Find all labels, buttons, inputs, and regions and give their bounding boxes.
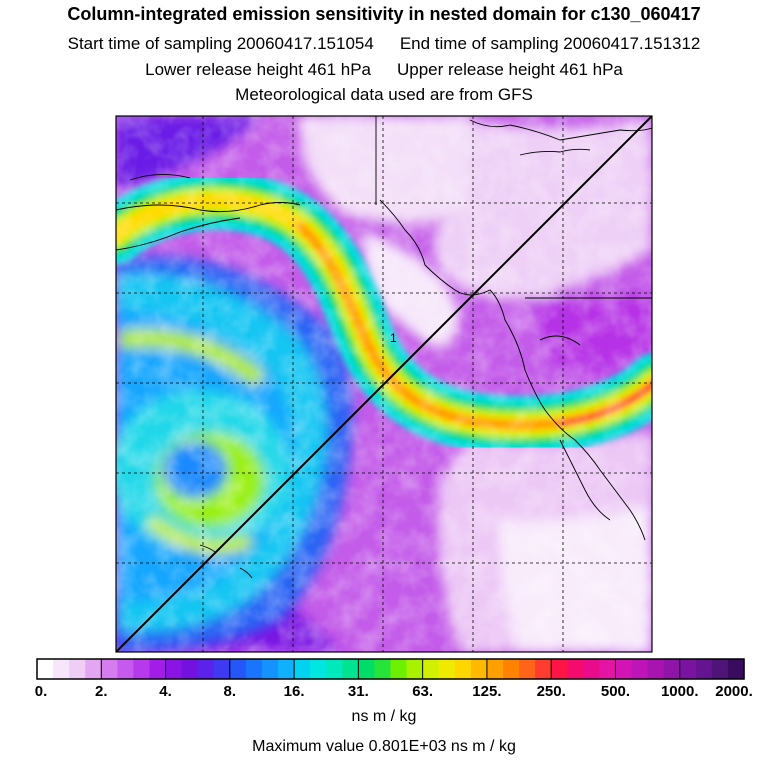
colorbar-tick-label: 0. bbox=[34, 683, 48, 700]
track-marker-label: 1 bbox=[390, 331, 397, 345]
sampling-time-line: Start time of sampling 20060417.151054 En… bbox=[0, 34, 768, 54]
colorbar-tick-label: 500. bbox=[600, 683, 631, 700]
lat-lon-grid bbox=[116, 116, 652, 652]
colorbar-units: ns m / kg bbox=[351, 708, 417, 725]
end-time-label: End time of sampling 20060417.151312 bbox=[399, 34, 701, 53]
political-borders bbox=[375, 116, 652, 346]
field-layer bbox=[116, 116, 652, 652]
colorbar-tick-label: 250. bbox=[536, 683, 566, 700]
map-frame bbox=[115, 115, 653, 653]
met-data-label: Meteorological data used are from GFS bbox=[235, 85, 533, 104]
maximum-value-label: Maximum value 0.801E+03 ns m / kg bbox=[252, 738, 516, 755]
colorbar-tick-label: 8. bbox=[223, 683, 237, 700]
release-height-line: Lower release height 461 hPa Upper releas… bbox=[0, 60, 768, 80]
colorbar-tick-label: 63. bbox=[412, 683, 434, 700]
colorbar-tick-label: 31. bbox=[347, 683, 369, 700]
lower-release-label: Lower release height 461 hPa bbox=[145, 60, 371, 79]
colorbar-tick-label: 1000. bbox=[660, 683, 699, 700]
colorbar-tick-label: 2. bbox=[95, 683, 108, 700]
colorbar-tick-label: 125. bbox=[472, 683, 502, 700]
colorbar-tick-label: 4. bbox=[159, 683, 172, 700]
colorbar-tick-label: 16. bbox=[283, 683, 305, 700]
flight-track-line bbox=[116, 116, 652, 652]
upper-release-label: Upper release height 461 hPa bbox=[397, 60, 623, 79]
start-time-label: Start time of sampling 20060417.151054 bbox=[67, 34, 374, 53]
colorbar-tick-label: 2000. bbox=[715, 683, 753, 700]
map-title: Column-integrated emission sensitivity i… bbox=[67, 4, 701, 24]
